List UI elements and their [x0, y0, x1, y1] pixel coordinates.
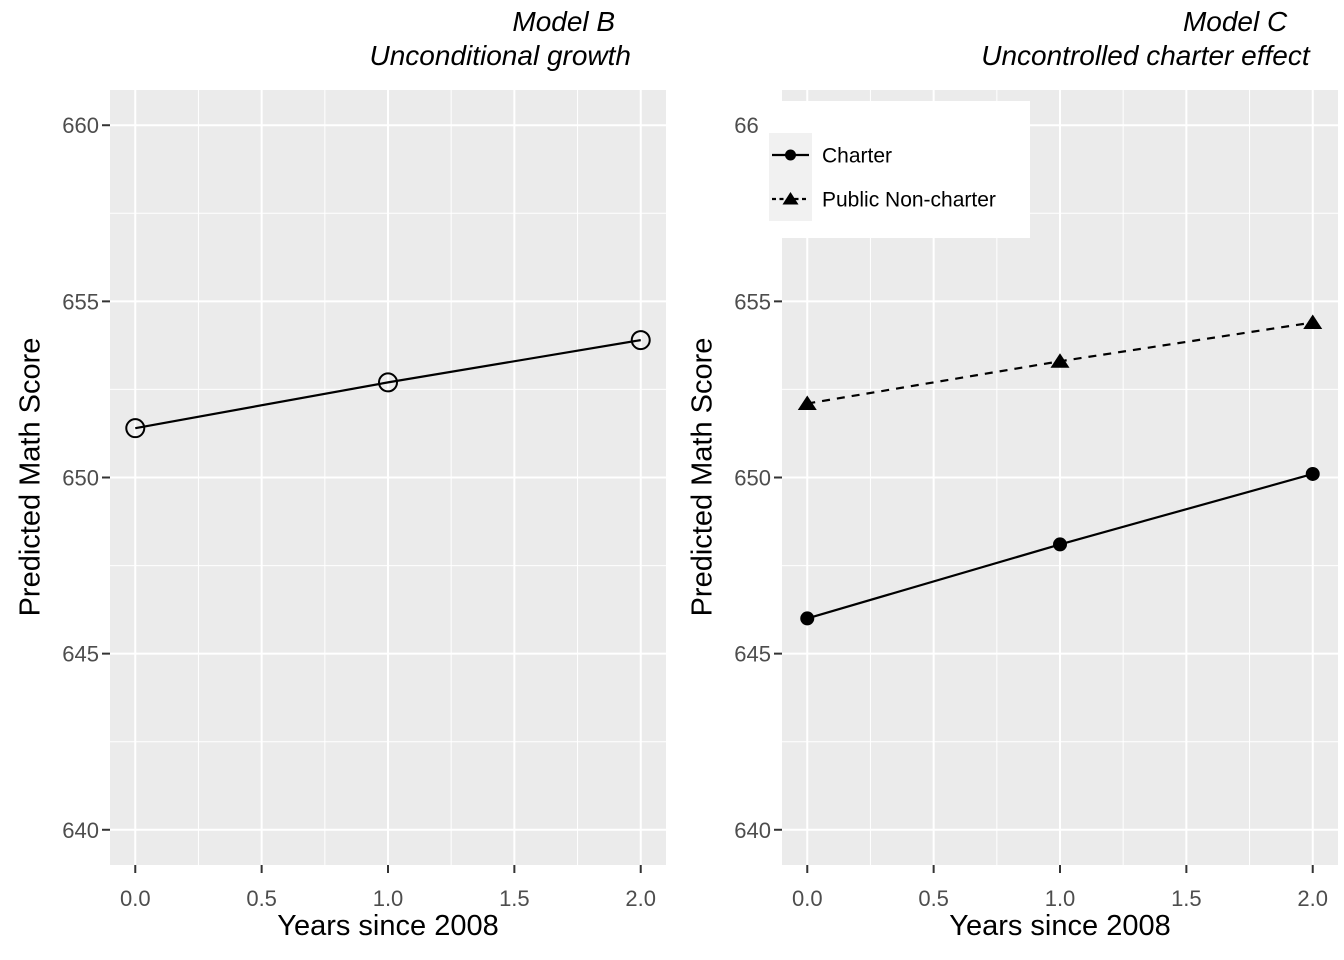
x-tick-label: 1.5 [1171, 886, 1202, 911]
plot-svg-model-c: 0.0 0.5 1.0 1.5 2.0640645650655660CharterPub… [734, 90, 1338, 911]
x-tick-label: 0.5 [246, 886, 277, 911]
panel-model-b: 0.0 0.5 1.0 1.5 2.0 640 645 650 655 660 Model B U… [0, 5, 672, 942]
y-axis-title: Predicted Math Score [686, 337, 719, 617]
y-tick-label: 640 [734, 818, 771, 843]
x-axis-title: Years since 2008 [277, 910, 499, 942]
y-tick-label: 640 [62, 818, 99, 843]
panel-title-model-c: Model C Uncontrolled charter effect [672, 5, 1344, 73]
x-tick-label: 2.0 [1297, 886, 1328, 911]
data-point-filled-circle [800, 611, 815, 626]
x-tick-label: 1.0 [1045, 886, 1076, 911]
data-point-filled-triangle [782, 192, 799, 205]
data-point-open-circle [378, 372, 398, 393]
data-point-open-circle [630, 330, 651, 351]
y-tick-label: 660 [62, 113, 99, 138]
data-point-open-circle [125, 418, 146, 439]
y-tick-label: 650 [734, 466, 771, 491]
y-axis-title: Predicted Math Score [14, 337, 47, 617]
panel-subtitle-line: Unconditional growth [369, 40, 632, 71]
series-line-unconditional-growth [135, 339, 641, 430]
legend-label: Charter [822, 145, 892, 168]
x-tick-label: 0.0 [120, 886, 151, 911]
panel-model-c: 0.0 0.5 1.0 1.5 2.0 640 645 650 655 660 Charter Pub… [672, 0, 1344, 960]
panel-title-line: Model B [512, 6, 616, 37]
y-tick-label: 650 [62, 466, 99, 491]
x-tick-label: 0.5 [918, 886, 949, 911]
x-axis-title: Years since 2008 [949, 910, 1171, 942]
panel-subtitle-line: Uncontrolled charter effect [981, 40, 1310, 71]
y-tick-label: 645 [734, 642, 771, 667]
panel-title-model-b: Model B Unconditional growth [0, 5, 672, 73]
data-point-filled-circle [1053, 537, 1067, 552]
panel-title-line: Model C [1182, 6, 1288, 37]
x-tick-label: 1.5 [499, 886, 530, 911]
y-tick-label: 655 [62, 289, 99, 314]
data-point-filled-triangle [1303, 314, 1323, 329]
legend-label: Public Non-charter [822, 189, 996, 212]
x-tick-label: 0.0 [792, 886, 823, 911]
data-point-filled-triangle [797, 395, 817, 411]
data-point-filled-circle [1305, 466, 1320, 481]
y-tick-label: 645 [62, 642, 99, 667]
plot-svg-model-b: 0.0 0.5 1.0 1.5 2.0 640 645 650 655 660 [62, 90, 666, 911]
data-point-filled-circle [785, 149, 796, 161]
x-tick-label: 2.0 [625, 886, 656, 911]
y-tick-label: 655 [734, 289, 771, 314]
x-tick-label: 1.0 [373, 886, 404, 911]
data-point-filled-triangle [1050, 353, 1070, 368]
